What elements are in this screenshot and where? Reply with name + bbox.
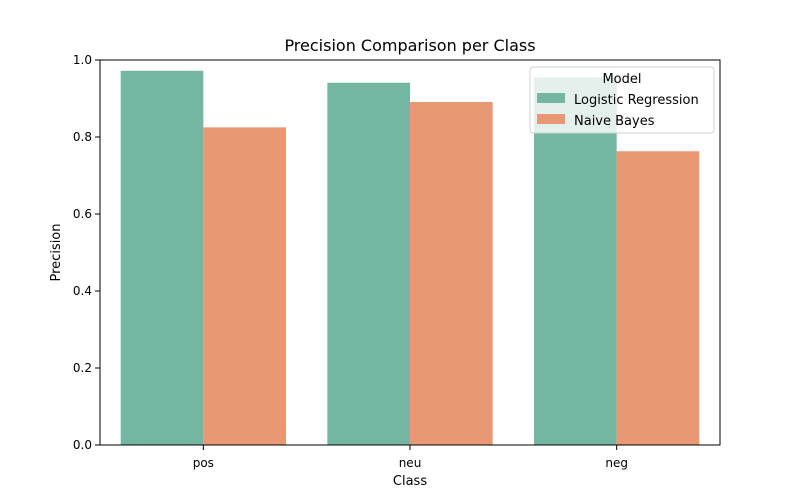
y-tick-label: 0.8	[73, 130, 92, 144]
y-tick-label: 0.2	[73, 361, 92, 375]
bar-naive-bayes-neg	[616, 151, 700, 445]
legend-label-logistic-regression: Logistic Regression	[574, 93, 699, 108]
bar-logistic-regression-pos	[120, 70, 204, 445]
x-axis-label: Class	[393, 474, 427, 489]
y-tick-label: 0.0	[73, 438, 92, 452]
x-tick-label-neu: neu	[399, 456, 422, 470]
bar-logistic-regression-neg	[534, 77, 617, 445]
plot-frame	[99, 59, 721, 446]
y-axis-label: Precision	[49, 223, 64, 281]
bar-naive-bayes-neu	[410, 101, 493, 445]
y-tick-label: 1.0	[73, 53, 92, 67]
legend-title: Model	[602, 72, 641, 87]
x-tick-label-neg: neg	[605, 456, 628, 470]
y-axis-ticks: 0.0 0.2 0.4 0.6 0.8 1.0	[73, 53, 100, 452]
y-tick-label: 0.4	[73, 284, 92, 298]
bars-group	[120, 70, 700, 445]
legend-label-naive-bayes: Naive Bayes	[574, 114, 655, 129]
x-tick-label-pos: pos	[193, 456, 214, 470]
x-axis-ticks: pos neu neg	[193, 445, 628, 470]
legend: Model Logistic Regression Naive Bayes	[529, 66, 715, 134]
legend-swatch-naive-bayes	[537, 114, 565, 124]
bar-naive-bayes-pos	[203, 127, 286, 445]
legend-box	[529, 66, 715, 134]
legend-swatch-logistic-regression	[537, 93, 565, 103]
chart-title: Precision Comparison per Class	[284, 36, 535, 55]
y-tick-label: 0.6	[73, 207, 92, 221]
bar-logistic-regression-neu	[327, 82, 410, 445]
